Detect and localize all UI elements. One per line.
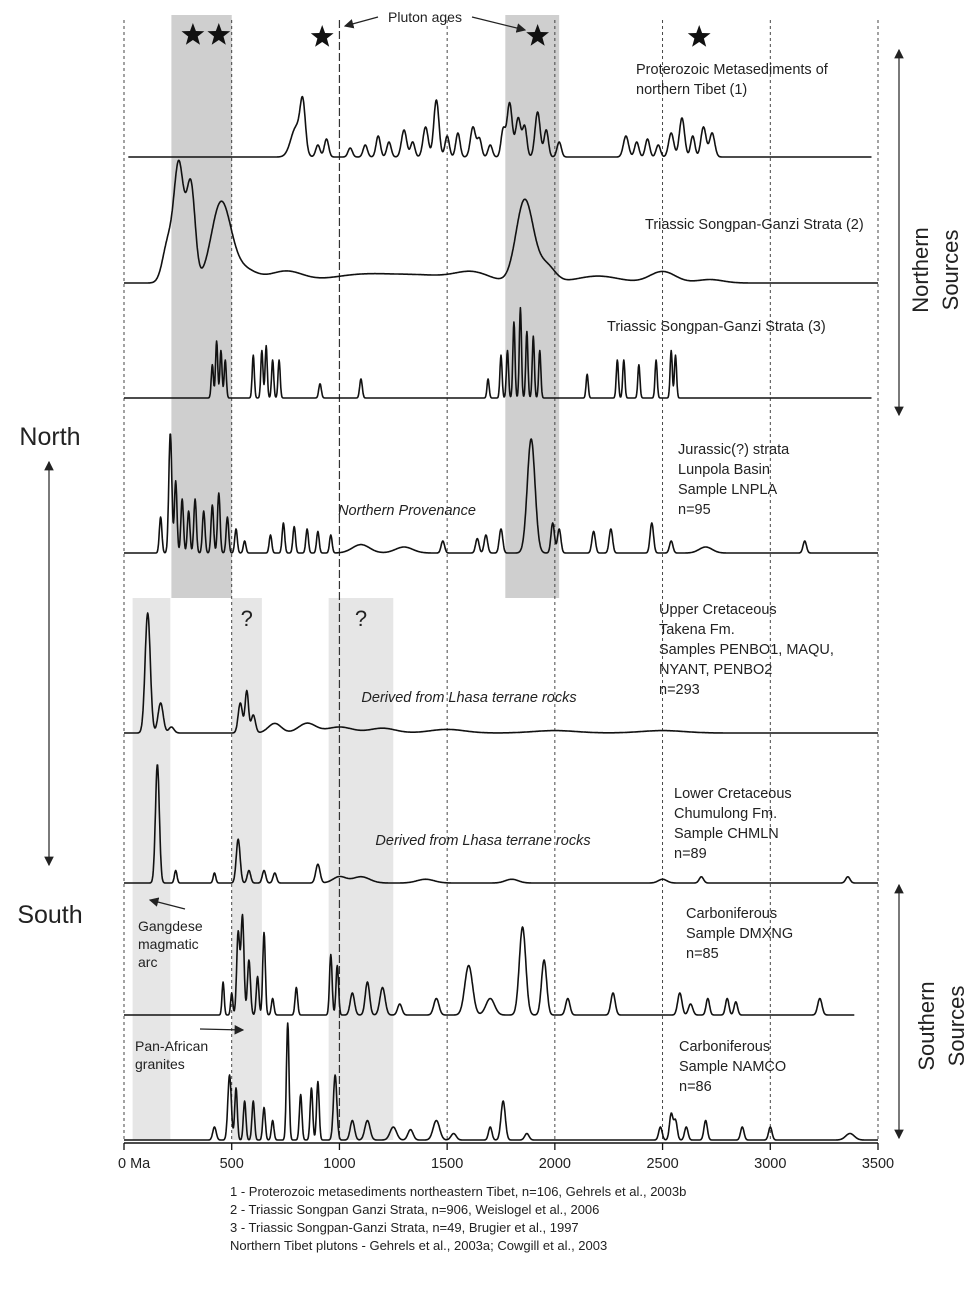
pluton-age-star (526, 24, 549, 46)
x-tick-label: 3500 (862, 1156, 894, 1172)
pluton-age-star (310, 25, 334, 47)
south-label: South (17, 901, 82, 929)
series-curve-3 (123, 433, 879, 554)
annotation-arrows (44, 16, 904, 1140)
pluton-age-star (687, 25, 711, 47)
series-label-4-2: Samples PENBO1, MAQU, (659, 642, 834, 658)
pluton-age-stars (181, 23, 711, 47)
pluton-arrow-left (343, 16, 379, 29)
series-label-2-0: Triassic Songpan-Ganzi Strata (3) (607, 319, 826, 335)
series-label-5-2: Sample CHMLN (674, 826, 779, 842)
series-label-0-1: northern Tibet (1) (636, 82, 747, 98)
gangdese-label-3: arc (138, 954, 157, 970)
northern-sources-label-1: Northern (908, 227, 933, 313)
gangdese-arrow (148, 897, 186, 910)
series-curve-6 (123, 913, 855, 1016)
series-annotation-5: Derived from Lhasa terrane rocks (375, 833, 590, 849)
southern-sources-label-2: Sources (944, 986, 966, 1067)
pan-african-label-2: granites (135, 1056, 185, 1072)
series-label-7-1: Sample NAMCO (679, 1059, 786, 1075)
shaded-age-bands: ?? (132, 15, 560, 1140)
series-label-7-2: n=86 (679, 1079, 712, 1095)
series-annotation-3: Northern Provenance (338, 503, 476, 519)
x-tick-label: 2500 (646, 1156, 678, 1172)
gangdese-label-1: Gangdese (138, 918, 203, 934)
series-label-3-1: Lunpola Basin (678, 462, 770, 478)
shaded-band-0 (171, 15, 232, 598)
x-tick-label: 1000 (323, 1156, 355, 1172)
series-curve-1 (123, 159, 879, 284)
pan-african-arrow (199, 1025, 245, 1035)
uncertain-band-mark: ? (241, 606, 253, 631)
x-tick-label: 2000 (539, 1156, 571, 1172)
curve-labels: Proterozoic Metasediments of northern Tib… (338, 62, 864, 1095)
northern-sources-label-2: Sources (938, 230, 963, 311)
pluton-age-star (181, 23, 205, 45)
pan-african-label-1: Pan-African (135, 1038, 208, 1054)
x-tick-label: 0 Ma (118, 1156, 151, 1172)
x-tick-label: 3000 (754, 1156, 786, 1172)
series-label-7-0: Carboniferous (679, 1039, 770, 1055)
series-label-1-0: Triassic Songpan-Ganzi Strata (2) (645, 217, 864, 233)
footnote-1: 1 - Proterozoic metasediments northeaste… (230, 1184, 686, 1199)
x-axis: 0 Ma 500 1000 1500 2000 2500 3000 3500 (118, 1142, 894, 1172)
pluton-age-star (207, 23, 231, 45)
series-label-4-1: Takena Fm. (659, 622, 735, 638)
footnote-2: 2 - Triassic Songpan Ganzi Strata, n=906… (230, 1202, 599, 1217)
series-curve-4 (123, 612, 879, 734)
shaded-band-1 (505, 15, 560, 598)
series-label-6-1: Sample DMXNG (686, 926, 793, 942)
north-label: North (19, 423, 80, 451)
pluton-arrow-right (471, 16, 527, 33)
series-curve-2 (123, 306, 872, 399)
series-curve-7 (123, 1022, 879, 1141)
series-label-6-2: n=85 (686, 946, 719, 962)
series-label-5-1: Chumulong Fm. (674, 806, 777, 822)
series-label-0-0: Proterozoic Metasediments of (636, 62, 829, 78)
series-label-3-0: Jurassic(?) strata (678, 442, 790, 458)
series-label-5-3: n=89 (674, 846, 707, 862)
shaded-band-4 (328, 598, 394, 1140)
footnote-4: Northern Tibet plutons - Gehrels et al.,… (230, 1238, 607, 1253)
series-label-3-2: Sample LNPLA (678, 482, 777, 498)
series-curve-0 (127, 95, 872, 158)
series-label-3-3: n=95 (678, 502, 711, 518)
pluton-ages-label: Pluton ages (388, 9, 462, 25)
series-label-5-0: Lower Cretaceous (674, 786, 792, 802)
series-curve-5 (123, 764, 879, 884)
x-tick-label: 1500 (431, 1156, 463, 1172)
series-label-4-3: NYANT, PENBO2 (659, 662, 772, 678)
series-annotation-4: Derived from Lhasa terrane rocks (361, 690, 576, 706)
uncertain-band-mark: ? (355, 606, 367, 631)
footnote-3: 3 - Triassic Songpan-Ganzi Strata, n=49,… (230, 1220, 579, 1235)
southern-sources-label-1: Southern (914, 981, 939, 1070)
dashed-age-lines (123, 20, 879, 1142)
series-label-6-0: Carboniferous (686, 906, 777, 922)
x-tick-label: 500 (220, 1156, 244, 1172)
age-probability-curves (123, 95, 879, 1141)
gangdese-label-2: magmatic (138, 936, 199, 952)
series-label-4-0: Upper Cretaceous (659, 602, 777, 618)
shaded-band-3 (231, 598, 262, 1140)
series-label-4-4: n=293 (659, 682, 700, 698)
